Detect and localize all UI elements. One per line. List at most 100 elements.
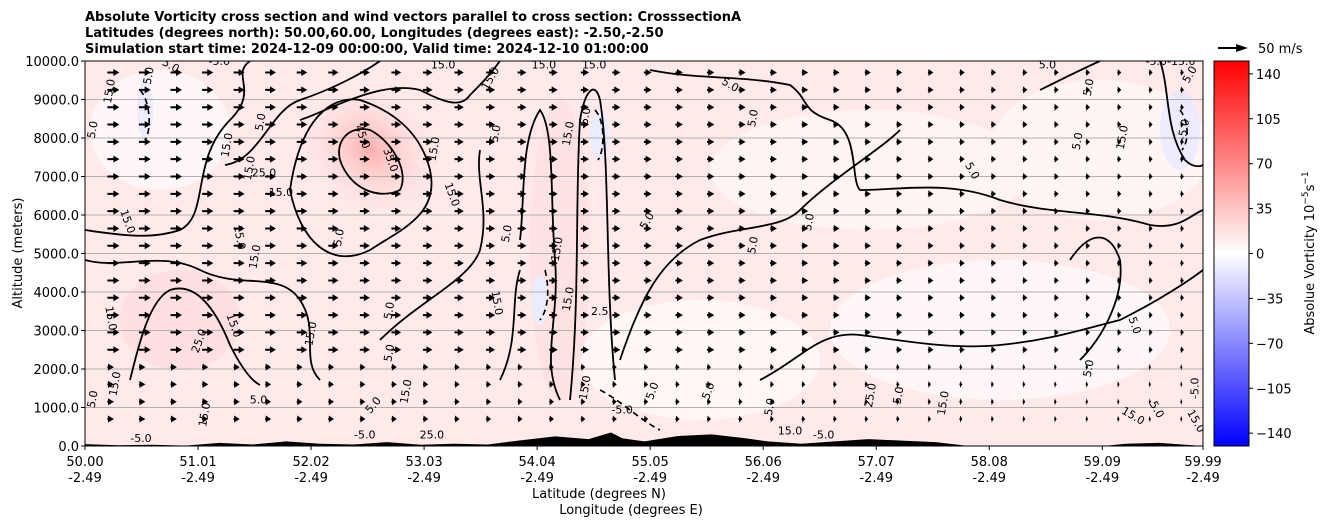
y-tick-label: 6000.0 [34,209,80,224]
wind-vector [801,103,809,111]
wind-vector [1085,328,1090,336]
wind-vector [896,207,903,215]
wind-vector [707,380,711,388]
wind-vector [202,328,214,336]
wind-vector [927,190,934,198]
wind-vector [707,328,715,336]
wind-vector [1117,311,1122,319]
chart-title-line-2: Latitudes (degrees north): 50.00,60.00, … [85,26,664,41]
contour-label: 15.0 [398,378,415,404]
wind-vector [328,242,339,250]
wind-vector [707,155,715,163]
wind-vector [549,415,554,423]
wind-vector [517,190,527,198]
wind-vector [927,259,934,267]
wind-vector [422,121,433,129]
wind-vector [1085,311,1090,319]
wind-vector [1022,398,1026,406]
wind-vector [517,346,527,354]
wind-vector [770,259,777,267]
wind-vector [770,346,777,354]
wind-vector [422,138,433,146]
wind-vector [738,173,746,180]
wind-vector [580,311,590,319]
wind-vector [1022,173,1028,180]
contour-label: 15.0 [219,132,236,158]
wind-vector [1148,121,1153,129]
wind-vector [643,328,652,336]
wind-vector [643,121,652,129]
wind-vector [1054,380,1057,388]
wind-vector [1148,173,1153,180]
wind-vector [612,398,617,406]
wind-vector [454,398,460,406]
contour-label: 15.0 [431,59,456,72]
wind-vector [738,224,746,232]
wind-vector [107,259,120,267]
wind-vector [328,328,339,336]
wind-vector [517,380,523,388]
wind-vector [580,138,590,146]
wind-vector [328,363,334,371]
wind-vector [233,242,245,250]
wind-vector [170,259,183,267]
wind-vector [864,121,871,129]
wind-vector [1117,103,1122,111]
wind-vector [612,121,621,129]
wind-vector [959,121,965,129]
wind-vector [675,138,683,146]
wind-vector [1022,207,1028,215]
contour-label: 15.0 [488,290,505,316]
x-tick-label-longitude: -2.49 [181,471,215,486]
wind-vector [107,224,120,232]
wind-vector [1022,103,1028,111]
wind-vector [959,346,965,354]
x-tick-label-longitude: -2.49 [520,471,554,486]
field-patch-negative [590,110,610,160]
wind-vector [454,328,464,336]
wind-vector [927,86,934,94]
wind-vector [580,121,590,129]
wind-vector [770,69,777,77]
wind-vector [833,328,840,336]
wind-vector [391,276,402,284]
wind-vector [864,415,869,423]
wind-vector [612,103,621,111]
wind-vector [107,276,120,284]
wind-vector [454,311,464,319]
field-patch-low [990,80,1203,220]
wind-vector [138,224,151,232]
wind-vector [517,259,527,267]
wind-vector [770,276,777,284]
wind-vector [707,311,715,319]
wind-vector [265,380,272,388]
contour-label: 5.0 [381,343,397,362]
wind-vector [233,138,245,146]
colorbar-ticks: 140 105 70 35 0 −35 −70 −105 −140 [1249,68,1292,442]
wind-vector [1022,328,1028,336]
wind-vector [864,224,871,232]
contour-label: 5.0 [141,66,157,85]
wind-vector [833,363,837,371]
wind-vector [422,328,433,336]
x-axis-label-latitude: Latitude (degrees N) [532,487,666,502]
wind-vector [202,155,214,163]
x-tick-label-latitude: 54.04 [519,455,556,470]
wind-vector [454,69,464,77]
wind-vector [1085,207,1090,215]
wind-vector [359,190,370,198]
wind-vector [486,294,496,302]
contour-label: 15.0 [1114,124,1131,150]
wind-vector [1022,346,1028,354]
wind-vector [927,294,934,302]
wind-vector [170,190,183,198]
wind-vector [896,363,900,371]
wind-vector [138,242,151,250]
wind-vector [770,224,777,232]
wind-vector [643,69,652,77]
wind-vector [833,346,840,354]
wind-vector [991,415,994,423]
wind-vector [1085,224,1090,232]
wind-vector [991,155,997,163]
wind-vector [265,242,276,250]
